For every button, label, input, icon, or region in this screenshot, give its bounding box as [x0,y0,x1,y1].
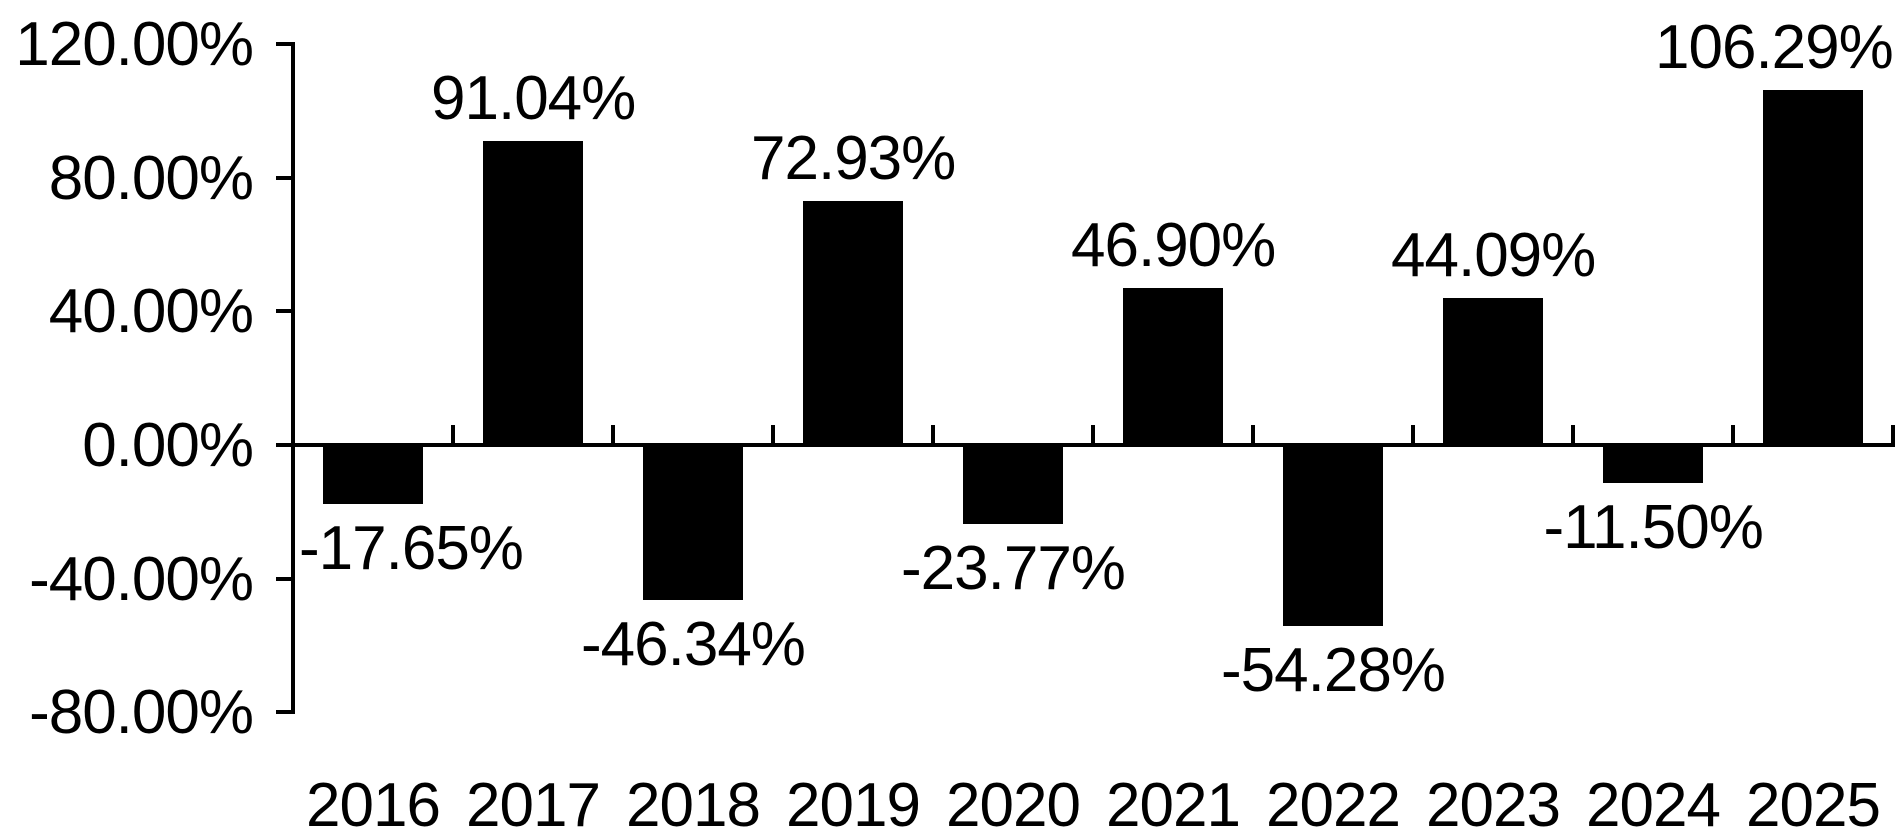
x-axis-category-label: 2017 [466,771,601,840]
bar-2022 [1283,445,1383,627]
x-axis-tick [771,425,775,445]
data-label-2020: -23.77% [901,534,1126,604]
y-axis-tick [276,576,293,581]
x-axis-tick [1091,425,1095,445]
x-axis-category-label: 2023 [1426,771,1561,840]
y-axis-tick-label: -40.00% [29,544,254,614]
bar-2018 [643,445,743,600]
data-label-2021: 46.90% [1071,211,1276,281]
y-axis-tick [276,710,293,715]
data-label-2017: 91.04% [431,63,636,133]
x-axis-tick [1411,425,1415,445]
x-axis-tick [451,425,455,445]
data-label-2023: 44.09% [1391,220,1596,290]
bar-2016 [323,445,423,504]
x-axis-category-label: 2025 [1746,771,1881,840]
y-axis-tick-label: -80.00% [29,678,254,748]
bar-2024 [1603,445,1703,484]
x-axis-category-label: 2019 [786,771,921,840]
bar-2023 [1443,297,1543,445]
bar-2019 [803,201,903,445]
x-axis-zero-line [291,443,1895,447]
bar-2017 [483,140,583,445]
x-axis-tick [611,425,615,445]
bar-2020 [963,445,1063,525]
data-label-2018: -46.34% [581,609,806,679]
y-axis-tick-label: 80.00% [48,143,254,213]
x-axis-category-label: 2022 [1266,771,1401,840]
x-axis-tick [931,425,935,445]
y-axis-tick-label: 40.00% [48,277,254,347]
y-axis-tick-label: 120.00% [15,10,254,80]
data-label-2019: 72.93% [751,124,956,194]
x-axis-tick [1251,425,1255,445]
data-label-2022: -54.28% [1221,636,1446,706]
x-axis-tick [291,425,295,445]
x-axis-category-label: 2020 [946,771,1081,840]
x-axis-tick [1571,425,1575,445]
y-axis-line [291,42,295,714]
bar-2021 [1123,288,1223,445]
x-axis-tick [1891,425,1895,445]
y-axis-tick [276,443,293,447]
y-axis-tick [276,175,293,180]
data-label-2024: -11.50% [1543,493,1764,563]
y-axis-tick [276,42,293,47]
y-axis-tick-label: 0.00% [82,411,254,480]
data-label-2025: 106.29% [1655,12,1894,82]
y-axis-tick [276,309,293,314]
x-axis-category-label: 2018 [626,771,761,840]
bar-2025 [1763,89,1863,445]
x-axis-category-label: 2021 [1106,771,1241,840]
x-axis-category-label: 2016 [306,771,441,840]
x-axis-tick [1731,425,1735,445]
data-label-2016: -17.65% [299,513,524,583]
x-axis-category-label: 2024 [1586,771,1721,840]
